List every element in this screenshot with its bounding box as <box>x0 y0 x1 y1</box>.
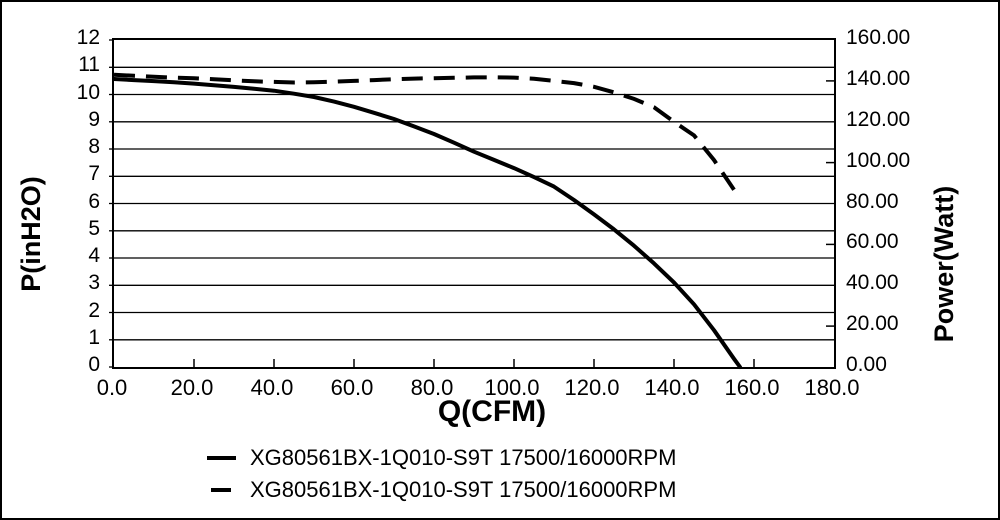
x-tick-label: 40.0 <box>250 375 294 400</box>
x-tick-label: 20.0 <box>170 375 214 400</box>
y-right-tick-label: 140.00 <box>846 66 911 90</box>
y-left-tick-label: 1 <box>88 325 100 349</box>
x-tick-label: 0.0 <box>96 375 128 400</box>
y-axis-title-right: Power(Watt) <box>929 185 959 343</box>
power-curve <box>113 72 736 191</box>
legend-swatch-slot <box>202 488 240 492</box>
x-tick-label: 140.0 <box>644 375 700 400</box>
y-left-tick-label: 0 <box>88 353 100 376</box>
y-axis-title-left: P(inH2O) <box>16 176 46 292</box>
legend-label-power: XG80561BX-1Q010-S9T 17500/16000RPM <box>250 477 677 502</box>
x-tick-label: 80.0 <box>410 375 454 400</box>
y-right-tick-label: 160.00 <box>846 26 911 49</box>
y-left-tick-label: 7 <box>88 162 100 186</box>
legend-item-power: XG80561BX-1Q010-S9T 17500/16000RPM <box>202 474 676 506</box>
y-left-tick-label: 12 <box>76 26 100 49</box>
y-right-tick-label: 20.00 <box>846 312 899 336</box>
x-axis-title: Q(CFM) <box>437 395 547 428</box>
y-left-tick-label: 3 <box>88 271 100 295</box>
y-right-tick-label: 100.00 <box>846 148 911 172</box>
y-right-tick-label: 40.00 <box>846 271 899 295</box>
dashed-line-swatch <box>211 488 231 492</box>
legend-swatch-slot <box>202 456 240 460</box>
y-right-tick-label: 60.00 <box>846 230 899 254</box>
legend: XG80561BX-1Q010-S9T 17500/16000RPM XG805… <box>202 442 676 506</box>
y-left-tick-label: 10 <box>76 80 100 104</box>
y-left-tick-label: 4 <box>88 244 100 267</box>
x-tick-label: 60.0 <box>330 375 374 400</box>
legend-label-pressure: XG80561BX-1Q010-S9T 17500/16000RPM <box>250 445 677 470</box>
y-left-tick-label: 6 <box>88 189 100 213</box>
pressure-curve <box>112 77 742 369</box>
y-left-tick-label: 2 <box>88 298 100 322</box>
x-tick-label: 100.0 <box>484 375 540 400</box>
x-tick-label: 120.0 <box>564 375 620 400</box>
solid-line-swatch <box>206 456 236 460</box>
plot-area <box>109 38 836 369</box>
legend-item-pressure: XG80561BX-1Q010-S9T 17500/16000RPM <box>202 442 676 474</box>
y-right-tick-label: 120.00 <box>846 107 911 131</box>
y-left-tick-label: 5 <box>88 216 100 240</box>
y-left-tick-label: 9 <box>88 107 100 131</box>
y-right-tick-label: 80.00 <box>846 189 899 213</box>
y-left-tick-label: 8 <box>88 135 100 158</box>
x-tick-label: 160.0 <box>724 375 780 400</box>
x-tick-label: 180.0 <box>804 375 860 400</box>
plot-canvas <box>109 39 834 369</box>
y-right-tick-label: 0.00 <box>846 353 887 376</box>
y-left-tick-label: 11 <box>78 53 100 77</box>
